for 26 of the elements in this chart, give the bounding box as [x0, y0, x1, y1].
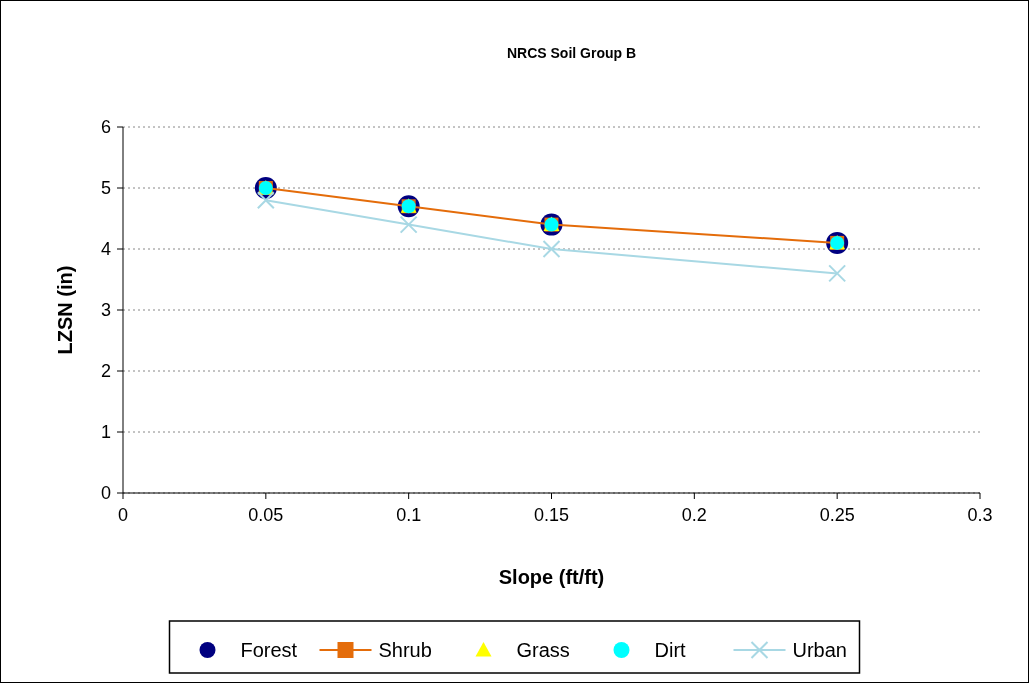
point	[828, 264, 847, 283]
x-tick-label: 0.25	[819, 505, 855, 525]
y-axis-title: LZSN (in)	[54, 265, 76, 355]
chart-title: NRCS Soil Group B	[506, 45, 637, 61]
y-tick-label: 1	[100, 422, 111, 443]
point	[399, 215, 418, 234]
y-tick-label: 5	[100, 178, 111, 199]
x-axis-title: Slope (ft/ft)	[498, 566, 605, 588]
x-tick-label: 0	[117, 505, 129, 525]
legend-label: Urban	[792, 639, 847, 661]
x-tick-label: 0.2	[681, 505, 707, 525]
y-tick-label: 2	[100, 361, 111, 382]
y-tick-label: 0	[100, 483, 111, 504]
x-tick-label: 0.1	[396, 505, 422, 525]
x-tick-label: 0.3	[967, 505, 993, 525]
point	[542, 240, 561, 258]
y-tick-label: 3	[100, 300, 111, 321]
y-tick-label: 6	[100, 117, 111, 138]
point	[256, 191, 275, 210]
legend-label: Shrub	[378, 639, 432, 661]
x-tick-label: 0.15	[533, 505, 570, 525]
x-tick-label: 0.05	[248, 505, 284, 525]
y-tick-label: 4	[100, 239, 111, 260]
legend-label: Forest	[240, 639, 298, 661]
legend-label: Grass	[516, 639, 570, 661]
legend-label: Dirt	[654, 639, 687, 661]
